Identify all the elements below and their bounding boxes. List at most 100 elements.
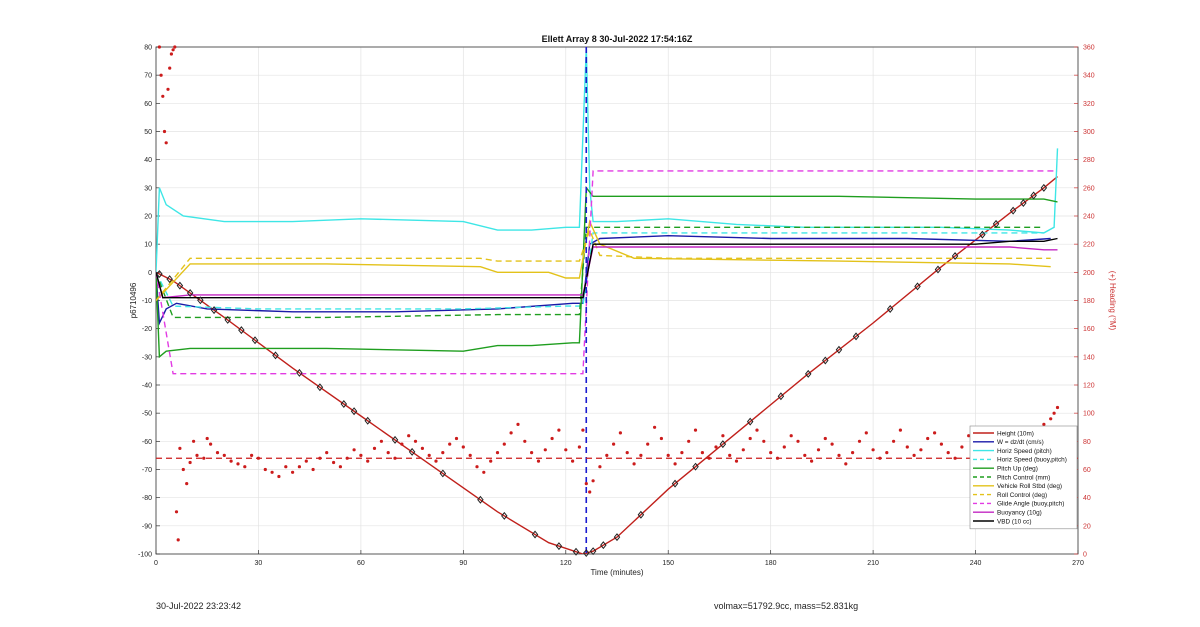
heading-point bbox=[1042, 422, 1046, 426]
legend-label-1: W = dz/dt (cm/s) bbox=[997, 439, 1044, 446]
heading-point bbox=[933, 431, 937, 435]
heading-point bbox=[837, 453, 841, 457]
series-line-1 bbox=[156, 234, 1051, 326]
heading-point bbox=[209, 442, 213, 446]
y-tick-label: 10 bbox=[144, 242, 152, 249]
series-line-0 bbox=[156, 176, 1058, 554]
heading-point bbox=[222, 453, 226, 457]
heading-point bbox=[297, 465, 301, 469]
heading-point bbox=[318, 456, 322, 460]
heading-point bbox=[164, 141, 168, 145]
heading-point bbox=[550, 436, 554, 441]
y-tick-label: -30 bbox=[142, 354, 152, 361]
heading-point bbox=[192, 439, 196, 443]
depth-marker bbox=[992, 219, 1000, 228]
y-tick-label: 20 bbox=[144, 214, 152, 221]
depth-marker bbox=[555, 542, 563, 551]
depth-marker bbox=[572, 547, 580, 556]
heading-point bbox=[400, 442, 404, 446]
legend-label-7: Roll Control (deg) bbox=[997, 492, 1047, 499]
y2-tick-label: 340 bbox=[1083, 73, 1095, 80]
x-tick-label: 150 bbox=[662, 560, 674, 567]
y-tick-label: 50 bbox=[144, 129, 152, 136]
heading-point bbox=[263, 467, 267, 472]
depth-marker bbox=[197, 296, 204, 305]
heading-point bbox=[482, 470, 486, 474]
depth-marker bbox=[637, 510, 645, 519]
heading-point bbox=[366, 459, 370, 463]
heading-point bbox=[721, 434, 725, 438]
y2-tick-label: 320 bbox=[1083, 101, 1095, 108]
y2-tick-label: 140 bbox=[1083, 354, 1095, 361]
y-tick-label: 40 bbox=[144, 157, 152, 164]
heading-point bbox=[325, 451, 329, 455]
depth-marker bbox=[364, 416, 371, 425]
heading-point bbox=[673, 462, 677, 466]
depth-marker bbox=[224, 315, 231, 324]
y-tick-label: 60 bbox=[144, 101, 152, 108]
heading-point bbox=[898, 428, 903, 432]
heading-point bbox=[803, 453, 807, 457]
heading-point bbox=[176, 538, 180, 542]
heading-point bbox=[161, 94, 165, 98]
y-tick-label: -40 bbox=[142, 383, 152, 390]
heading-point bbox=[311, 467, 315, 472]
depth-marker bbox=[501, 511, 508, 520]
heading-point bbox=[178, 446, 182, 450]
y2-tick-label: 0 bbox=[1083, 552, 1087, 559]
heading-point bbox=[693, 428, 698, 432]
depth-marker bbox=[746, 417, 754, 426]
x-tick-label: 180 bbox=[765, 560, 777, 567]
depth-marker bbox=[613, 533, 621, 542]
heading-point bbox=[181, 467, 185, 472]
x-tick-label: 30 bbox=[255, 560, 263, 567]
x-tick-label: 210 bbox=[867, 560, 879, 567]
heading-point bbox=[236, 462, 240, 466]
heading-point bbox=[509, 431, 513, 435]
y-tick-label: -70 bbox=[142, 467, 152, 474]
depth-marker bbox=[186, 288, 194, 297]
y2-tick-label: 60 bbox=[1083, 467, 1091, 474]
footer-summary: volmax=51792.9cc, mass=52.831kg bbox=[714, 601, 859, 611]
heading-point bbox=[605, 453, 609, 457]
heading-point bbox=[413, 439, 418, 443]
heading-point bbox=[434, 459, 438, 463]
heading-point bbox=[581, 428, 585, 432]
heading-point bbox=[277, 474, 281, 479]
heading-point bbox=[468, 453, 472, 457]
heading-point bbox=[427, 453, 431, 457]
y2-tick-label: 40 bbox=[1083, 495, 1091, 502]
heading-point bbox=[588, 490, 592, 494]
heading-point bbox=[612, 442, 616, 446]
heading-point bbox=[157, 45, 161, 49]
y-tick-label: 0 bbox=[148, 270, 152, 277]
heading-point bbox=[185, 482, 189, 486]
y2-axis-label: (+) Heading (°M) bbox=[1108, 271, 1117, 331]
y2-tick-label: 220 bbox=[1083, 242, 1095, 249]
depth-marker bbox=[671, 479, 679, 488]
heading-point bbox=[714, 445, 718, 449]
heading-point bbox=[639, 453, 643, 457]
heading-point bbox=[475, 465, 479, 469]
heading-point bbox=[202, 456, 206, 460]
depth-marker bbox=[951, 252, 959, 260]
heading-point bbox=[159, 73, 163, 77]
heading-point bbox=[169, 52, 173, 56]
x-tick-label: 120 bbox=[560, 560, 572, 567]
x-axis-label: Time (minutes) bbox=[590, 568, 643, 577]
heading-point bbox=[256, 456, 260, 460]
heading-point bbox=[577, 445, 582, 449]
y2-tick-label: 120 bbox=[1083, 383, 1095, 390]
depth-marker bbox=[238, 326, 245, 335]
heading-point bbox=[653, 425, 657, 429]
y-tick-label: -100 bbox=[138, 552, 152, 559]
chart-title: Ellett Array 8 30-Jul-2022 17:54:16Z bbox=[542, 34, 693, 44]
y2-tick-label: 200 bbox=[1083, 270, 1095, 277]
series-line-2 bbox=[156, 47, 1059, 273]
footer-timestamp: 30-Jul-2022 23:23:42 bbox=[156, 601, 242, 611]
depth-marker bbox=[1020, 199, 1027, 208]
heading-point bbox=[857, 439, 862, 443]
heading-point bbox=[687, 439, 691, 443]
heading-point bbox=[796, 439, 800, 443]
